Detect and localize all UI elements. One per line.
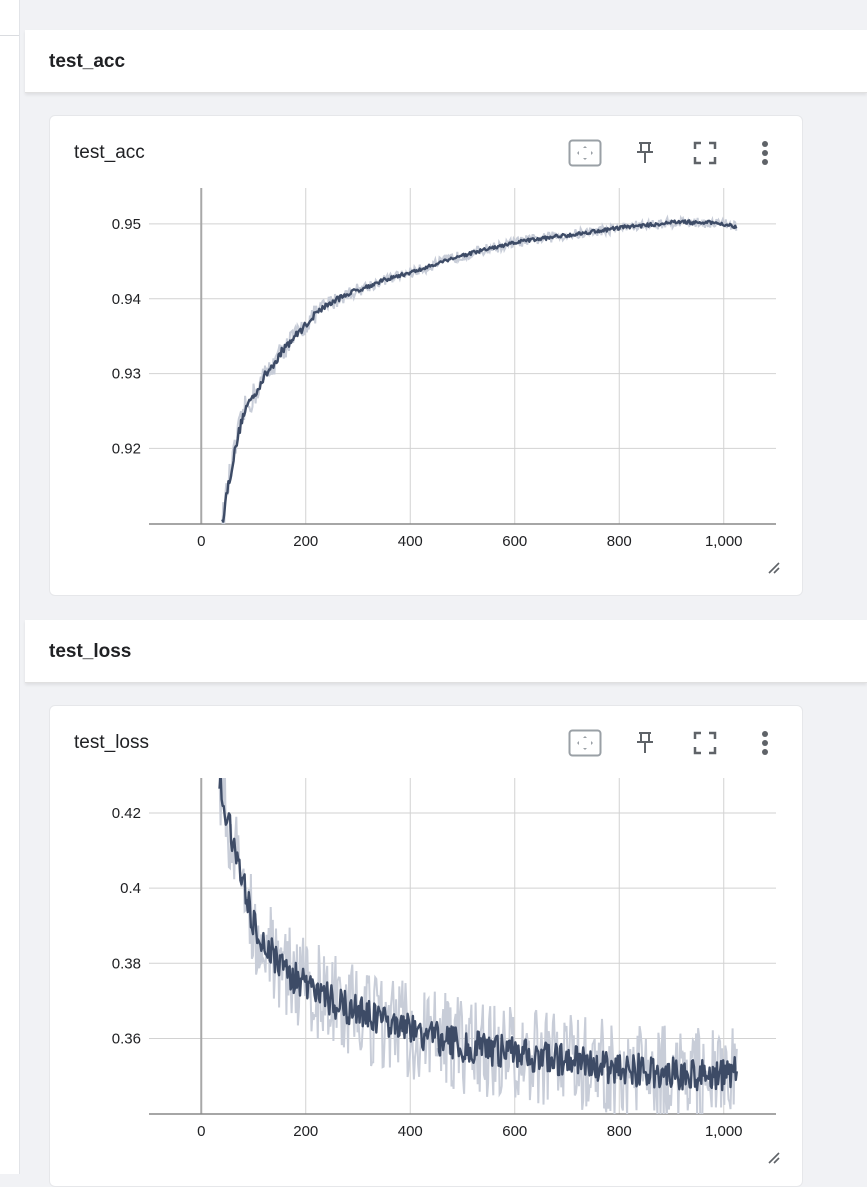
y-tick-label: 0.95: [112, 216, 141, 233]
x-tick-label: 600: [502, 533, 527, 550]
x-tick-label: 200: [293, 1123, 318, 1140]
x-tick-label: 0: [197, 533, 205, 550]
x-tick-label: 0: [197, 1123, 205, 1140]
x-tick-label: 800: [607, 533, 632, 550]
chart-test-acc[interactable]: 0.92 0.93 0.94 0.95 0 200 400 600 800 1,000: [50, 116, 802, 595]
section-title: test_acc: [49, 51, 126, 72]
card-title: test_loss: [74, 732, 149, 753]
y-tick-label: 0.38: [112, 955, 141, 972]
x-tick-label: 200: [293, 533, 318, 550]
smoothed-series-line: [218, 778, 738, 1092]
top-stub: [25, 0, 867, 28]
fullscreen-icon[interactable]: [687, 135, 723, 171]
chart-card-test-acc: test_acc 0.92 0.93 0.94 0.95 0 200 400 600 800 1,…: [49, 115, 803, 596]
x-tick-label: 600: [502, 1123, 527, 1140]
fit-domain-icon[interactable]: [567, 135, 603, 171]
resize-handle-icon[interactable]: [756, 1140, 792, 1176]
resize-handle-icon[interactable]: [756, 550, 792, 586]
chart-card-test-loss: test_loss 0.36 0.38 0.4 0.42 0 200 400 600 800 1,…: [49, 705, 803, 1187]
section-header-test-acc[interactable]: test_acc: [25, 30, 867, 93]
fit-domain-icon[interactable]: [567, 725, 603, 761]
x-tick-label: 1,000: [705, 1123, 743, 1140]
y-tick-label: 0.4: [120, 880, 141, 897]
sidebar-divider: [0, 35, 19, 36]
x-tick-label: 1,000: [705, 533, 743, 550]
card-title: test_acc: [74, 142, 145, 163]
x-tick-label: 800: [607, 1123, 632, 1140]
plot-area: [218, 778, 738, 1114]
chart-test-loss[interactable]: 0.36 0.38 0.4 0.42 0 200 400 600 800 1,000: [50, 706, 802, 1186]
pin-icon[interactable]: [627, 135, 663, 171]
raw-series-line: [221, 214, 738, 524]
y-tick-label: 0.42: [112, 805, 141, 822]
y-tick-label: 0.93: [112, 366, 141, 383]
smoothed-series-line: [221, 219, 738, 523]
y-tick-label: 0.36: [112, 1030, 141, 1047]
more-vert-icon[interactable]: [747, 725, 783, 761]
more-vert-icon[interactable]: [747, 135, 783, 171]
section-title: test_loss: [49, 641, 132, 662]
section-header-test-loss[interactable]: test_loss: [25, 620, 867, 683]
pin-icon[interactable]: [627, 725, 663, 761]
x-tick-label: 400: [398, 533, 423, 550]
y-tick-label: 0.94: [112, 291, 141, 308]
fullscreen-icon[interactable]: [687, 725, 723, 761]
x-tick-label: 400: [398, 1123, 423, 1140]
y-tick-label: 0.92: [112, 440, 141, 457]
plot-area: [221, 214, 738, 524]
left-sidebar-strip: [0, 0, 20, 1174]
